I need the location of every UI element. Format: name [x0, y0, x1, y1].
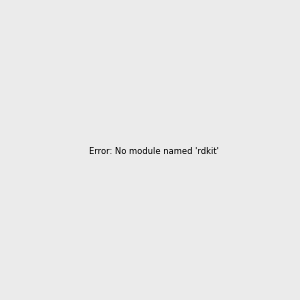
Text: Error: No module named 'rdkit': Error: No module named 'rdkit': [89, 147, 219, 156]
